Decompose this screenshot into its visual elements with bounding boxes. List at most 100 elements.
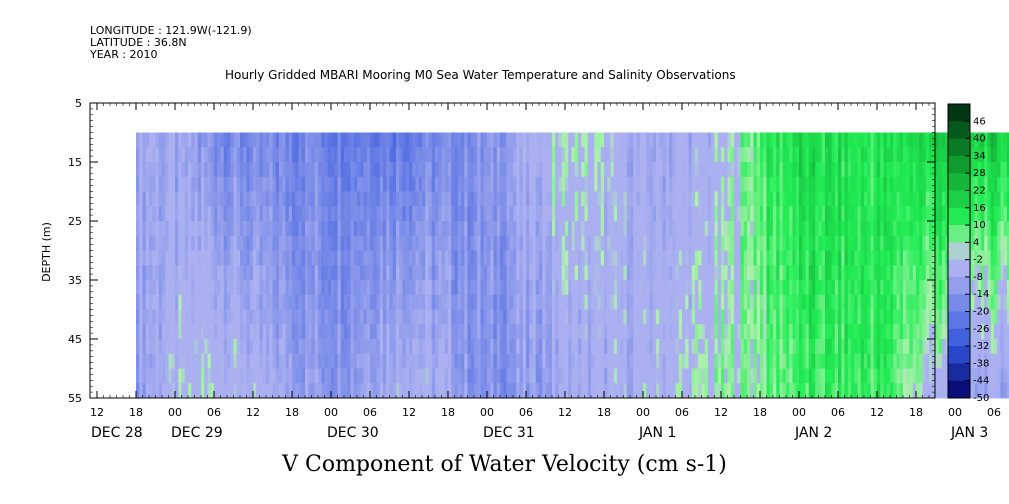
heatmap-cell [418, 339, 423, 355]
heatmap-cell [188, 176, 192, 192]
heatmap-cell [919, 383, 923, 399]
heatmap-cell [1007, 176, 1009, 192]
heatmap-cell [925, 176, 930, 192]
heatmap-cell [470, 368, 475, 384]
heatmap-cell [477, 250, 481, 266]
heatmap-cell [243, 206, 247, 222]
heatmap-cell [652, 191, 657, 207]
heatmap-cell [428, 339, 433, 355]
heatmap-cell [321, 368, 325, 384]
heatmap-cell [561, 368, 566, 384]
heatmap-cell [779, 235, 784, 251]
heatmap-cell [500, 162, 504, 178]
heatmap-cell [552, 250, 556, 266]
heatmap-cell [243, 368, 247, 384]
heatmap-cell [301, 339, 306, 355]
heatmap-cell [799, 147, 803, 163]
heatmap-cell [454, 280, 459, 296]
heatmap-cell [753, 265, 758, 281]
heatmap-cell [210, 176, 215, 192]
heatmap-cell [181, 368, 186, 384]
heatmap-cell [539, 309, 543, 325]
heatmap-cell [461, 162, 465, 178]
heatmap-cell [581, 162, 585, 178]
heatmap-cell [675, 147, 680, 163]
heatmap-cell [266, 309, 270, 325]
heatmap-cell [795, 280, 800, 296]
heatmap-cell [587, 206, 592, 222]
heatmap-cell [438, 294, 442, 310]
heatmap-cell [945, 235, 949, 251]
heatmap-cell [776, 221, 780, 237]
heatmap-cell [610, 221, 615, 237]
heatmap-cell [383, 309, 387, 325]
heatmap-cell [493, 294, 498, 310]
heatmap-cell [1007, 206, 1009, 222]
heatmap-cell [493, 309, 498, 325]
heatmap-cell [142, 221, 147, 237]
heatmap-cell [643, 368, 647, 384]
heatmap-cell [412, 235, 416, 251]
heatmap-cell [171, 368, 176, 384]
heatmap-cell [201, 162, 205, 178]
heatmap-cell [574, 221, 579, 237]
heatmap-cell [756, 353, 761, 369]
heatmap-cell [266, 250, 270, 266]
heatmap-cell [412, 250, 416, 266]
heatmap-cell [467, 294, 472, 310]
heatmap-cell [305, 294, 309, 310]
heatmap-cell [168, 250, 173, 266]
heatmap-cell [223, 221, 228, 237]
heatmap-cell [415, 383, 420, 399]
heatmap-cell [552, 191, 556, 207]
heatmap-cell [630, 309, 634, 325]
heatmap-cell [392, 221, 397, 237]
heatmap-cell [513, 191, 517, 207]
heatmap-cell [230, 353, 234, 369]
heatmap-cell [789, 309, 793, 325]
heatmap-cell [285, 206, 290, 222]
heatmap-cell [363, 383, 368, 399]
heatmap-cell [295, 294, 299, 310]
heatmap-cell [535, 280, 540, 296]
heatmap-cell [636, 265, 641, 281]
heatmap-cell [802, 324, 806, 340]
heatmap-cell [217, 132, 221, 148]
heatmap-cell [649, 383, 654, 399]
heatmap-cell [906, 294, 910, 310]
heatmap-cell [805, 294, 810, 310]
heatmap-cell [584, 324, 589, 340]
heatmap-cell [925, 206, 930, 222]
heatmap-cell [282, 132, 286, 148]
heatmap-cell [662, 176, 667, 192]
heatmap-cell [230, 206, 234, 222]
heatmap-cell [136, 309, 140, 325]
heatmap-cell [409, 162, 413, 178]
heatmap-cell [396, 162, 400, 178]
heatmap-cell [542, 191, 546, 207]
heatmap-cell [1007, 353, 1009, 369]
heatmap-cell [321, 162, 325, 178]
heatmap-cell [795, 294, 800, 310]
heatmap-cell [626, 250, 631, 266]
heatmap-cell [405, 162, 410, 178]
heatmap-cell [158, 383, 163, 399]
heatmap-cell [535, 324, 540, 340]
heatmap-cell [990, 280, 995, 296]
heatmap-cell [750, 280, 754, 296]
heatmap-cell [597, 235, 602, 251]
heatmap-cell [532, 221, 537, 237]
heatmap-cell [272, 176, 277, 192]
heatmap-cell [266, 368, 270, 384]
heatmap-cell [678, 368, 683, 384]
heatmap-cell [464, 221, 468, 237]
heatmap-cell [337, 353, 342, 369]
heatmap-cell [675, 339, 680, 355]
heatmap-cell [422, 339, 426, 355]
heatmap-cell [886, 280, 891, 296]
heatmap-cell [477, 221, 481, 237]
heatmap-cell [405, 147, 410, 163]
heatmap-cell [412, 383, 416, 399]
heatmap-cell [945, 265, 949, 281]
heatmap-cell [191, 353, 195, 369]
